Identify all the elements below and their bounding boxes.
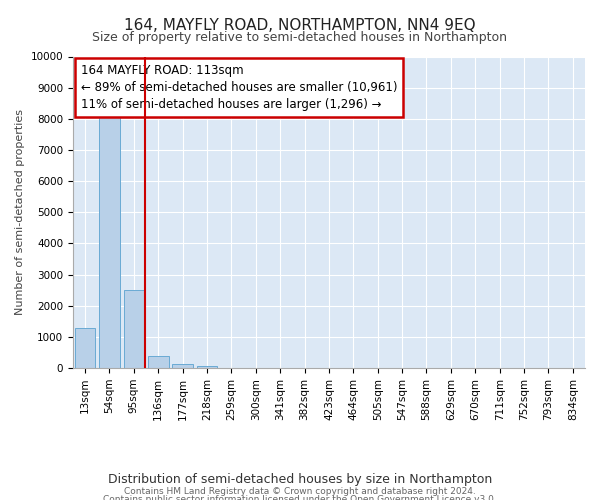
Text: Size of property relative to semi-detached houses in Northampton: Size of property relative to semi-detach… [92, 31, 508, 44]
Bar [75, 328, 95, 368]
Bar [172, 364, 193, 368]
Text: 164 MAYFLY ROAD: 113sqm
← 89% of semi-detached houses are smaller (10,961)
11% o: 164 MAYFLY ROAD: 113sqm ← 89% of semi-de… [80, 64, 397, 112]
Bar [148, 356, 169, 368]
Text: Distribution of semi-detached houses by size in Northampton: Distribution of semi-detached houses by … [108, 472, 492, 486]
Y-axis label: Number of semi-detached properties: Number of semi-detached properties [15, 110, 25, 316]
Bar [197, 366, 217, 368]
Text: Contains public sector information licensed under the Open Government Licence v3: Contains public sector information licen… [103, 495, 497, 500]
Text: Contains HM Land Registry data © Crown copyright and database right 2024.: Contains HM Land Registry data © Crown c… [124, 487, 476, 496]
Bar [124, 290, 144, 368]
Bar [99, 118, 120, 368]
Text: 164, MAYFLY ROAD, NORTHAMPTON, NN4 9EQ: 164, MAYFLY ROAD, NORTHAMPTON, NN4 9EQ [124, 18, 476, 32]
